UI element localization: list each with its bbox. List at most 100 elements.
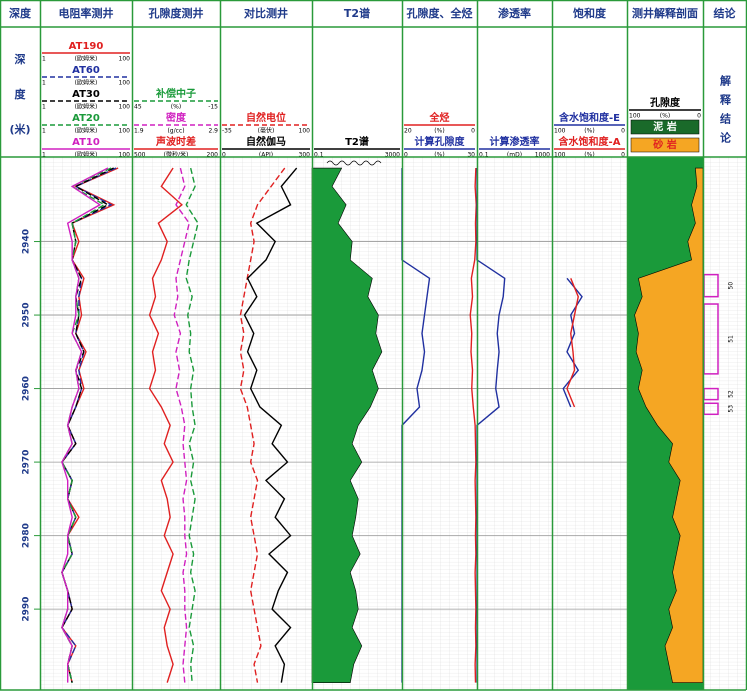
scale-min: -35	[222, 128, 232, 135]
depth-label: 深	[15, 52, 26, 66]
legend-name: 全烃	[429, 111, 450, 124]
column-title: 饱和度	[573, 6, 607, 20]
scale-min: 1	[42, 152, 46, 159]
track-grid	[132, 157, 220, 690]
scale-unit: (%)	[584, 152, 594, 159]
column-title: 对比测井	[244, 6, 288, 20]
layer-label: 51	[728, 335, 735, 343]
layer-label: 50	[728, 282, 735, 290]
log-curve	[243, 167, 298, 683]
scale-min: 1	[42, 128, 46, 135]
log-curve	[185, 167, 199, 683]
scale-min: 100	[629, 113, 641, 120]
scale-max: 100	[119, 104, 131, 111]
scale-unit: (欧姆米)	[75, 79, 98, 87]
log-curve	[173, 167, 190, 683]
legend-wave	[326, 160, 382, 166]
conclusion-title: 解释结论	[719, 74, 733, 151]
scale-min: 0.1	[314, 152, 324, 159]
scale-max: 2.9	[208, 128, 218, 135]
scale-min: 1.9	[134, 128, 144, 135]
legend-name: 声波时差	[155, 135, 196, 148]
scale-max: 100	[119, 80, 131, 87]
scale-unit: (欧姆米)	[75, 103, 98, 111]
column-title: 孔隙度测井	[149, 6, 204, 20]
scale-unit: (%)	[660, 113, 670, 120]
scale-unit: (欧姆米)	[75, 151, 98, 159]
log-curve	[566, 278, 579, 408]
track-grid	[402, 157, 477, 690]
column-title: T2谱	[344, 6, 370, 20]
scale-min: 500	[134, 152, 146, 159]
scale-max: -15	[208, 104, 218, 111]
depth-label: 度	[15, 87, 27, 101]
legend-name: AT190	[69, 41, 104, 52]
legend-name: 补偿中子	[155, 87, 196, 100]
legend-name: AT10	[72, 137, 100, 148]
depth-tick-label: 2980	[22, 523, 32, 548]
scale-unit: (欧姆米)	[75, 127, 98, 135]
depth-label: (米)	[9, 122, 30, 136]
legend-name: T2谱	[345, 135, 369, 148]
scale-min: 0.1	[479, 152, 489, 159]
scale-min: 1	[42, 56, 46, 63]
scale-unit: (%)	[434, 128, 444, 135]
scale-max: 100	[119, 56, 131, 63]
legend-name: AT30	[72, 89, 100, 100]
column-title: 深度	[9, 6, 32, 20]
layer-label: 52	[728, 390, 735, 398]
scale-min: 100	[554, 152, 566, 159]
scale-max: 0	[621, 152, 625, 159]
area-curve	[634, 167, 704, 683]
scale-max: 0	[697, 113, 701, 120]
legend-name: 自然伽马	[246, 135, 286, 148]
column-title: 结论	[713, 6, 737, 20]
legend-name: 含水饱和度-E	[559, 111, 620, 124]
scale-max: 100	[119, 128, 131, 135]
column-title: 渗透率	[498, 6, 531, 20]
scale-max: 0	[471, 128, 475, 135]
scale-max: 100	[119, 152, 131, 159]
log-curve	[239, 167, 286, 683]
scale-min: 0	[404, 152, 408, 159]
legend-label: 砂 岩	[652, 138, 676, 151]
scale-unit: (API)	[259, 152, 273, 159]
depth-tick-label: 2990	[22, 597, 32, 622]
scale-unit: (欧姆米)	[75, 55, 98, 63]
track-grid	[552, 157, 627, 690]
scale-max: 0	[621, 128, 625, 135]
legend-name: 密度	[166, 111, 187, 124]
legend-box	[630, 137, 700, 153]
scale-min: 45	[134, 104, 142, 111]
log-curve	[469, 167, 477, 683]
layer-label: 53	[728, 405, 735, 413]
track-grid	[703, 157, 746, 690]
scale-max: 30	[467, 152, 475, 159]
scale-unit: (%)	[584, 128, 594, 135]
legend-label: 泥 岩	[653, 120, 676, 133]
track-grid	[40, 157, 132, 690]
area-curve	[311, 167, 383, 683]
scale-unit: (%)	[171, 104, 181, 111]
column-title: 孔隙度、全烃	[407, 6, 473, 20]
scale-min: 0	[222, 152, 226, 159]
depth-tick-label: 2960	[22, 376, 32, 401]
scale-min: 100	[554, 128, 566, 135]
column-title: 测井解释剖面	[632, 6, 698, 20]
column-title: 电阻率测井	[59, 6, 114, 20]
scale-max: 3000	[385, 152, 400, 159]
log-curve	[148, 167, 183, 683]
track-grid	[220, 157, 312, 690]
legend-name: 计算孔隙度	[415, 135, 466, 148]
depth-tick-label: 2940	[22, 229, 32, 254]
legend-name: 含水饱和度-A	[559, 135, 621, 148]
log-curve	[61, 167, 109, 683]
legend-name: AT60	[72, 65, 100, 76]
scale-unit: (g/cc)	[167, 128, 184, 135]
scale-min: 1	[42, 104, 46, 111]
scale-min: 1	[42, 80, 46, 87]
scale-unit: (微秒/米)	[164, 151, 189, 159]
log-curve	[562, 277, 583, 408]
depth-tick-label: 2950	[22, 303, 32, 328]
